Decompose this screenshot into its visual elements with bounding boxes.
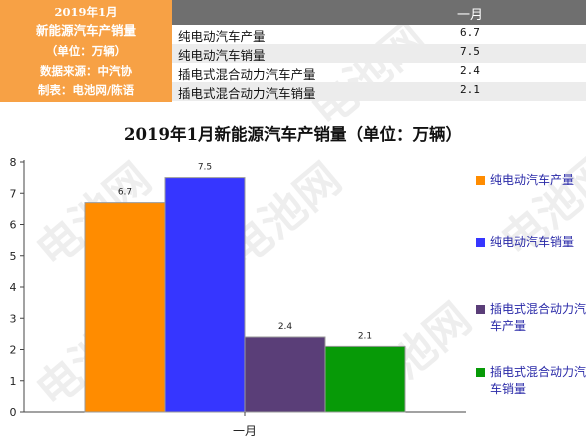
row-name: 插电式混合动力汽车销量 — [178, 86, 316, 101]
info-column-header: 一月 — [172, 0, 586, 25]
y-tick-label: 8 — [10, 156, 17, 169]
y-tick-label: 6 — [10, 219, 17, 232]
info-title: 新能源汽车产销量 — [35, 23, 136, 39]
y-tick-label: 4 — [10, 281, 17, 294]
y-tick-label: 0 — [10, 406, 17, 419]
bar-chart: 0 1 2 3 4 5 6 7 8 6.7 7.5 2.4 2.1 一月 — [10, 156, 466, 438]
table-row: 插电式混合动力汽车销量 2.1 — [172, 82, 586, 101]
legend-label: 插电式混合动力汽车产量 — [490, 302, 586, 333]
table-row: 插电式混合动力汽车产量 2.4 — [172, 63, 586, 82]
legend-swatch — [476, 238, 485, 247]
row-value: 6.7 — [460, 26, 480, 39]
row-value: 2.1 — [460, 83, 480, 96]
data-label: 7.5 — [198, 163, 212, 173]
row-value: 7.5 — [460, 45, 480, 58]
legend-label: 纯电动汽车产量 — [490, 173, 575, 187]
bar-1 — [84, 202, 166, 413]
data-label: 6.7 — [118, 188, 132, 198]
row-name: 插电式混合动力汽车产量 — [178, 67, 316, 82]
y-tick-label: 2 — [10, 344, 17, 357]
row-name: 纯电动汽车销量 — [178, 48, 266, 63]
bar-4 — [324, 345, 406, 413]
info-column-header-label: 一月 — [457, 8, 484, 23]
legend-swatch — [476, 305, 485, 314]
info-rows: 纯电动汽车产量 6.7 纯电动汽车销量 7.5 插电式混合动力汽车产量 2.4 … — [172, 25, 586, 102]
info-author: 制表：电池网/陈语 — [37, 83, 135, 98]
row-value: 2.4 — [460, 64, 480, 77]
y-tick-label: 7 — [10, 187, 17, 200]
info-source: 数据来源：中汽协 — [40, 63, 132, 78]
table-row: 纯电动汽车产量 6.7 — [172, 25, 586, 44]
legend-label: 插电式混合动力汽车销量 — [490, 365, 586, 396]
legend-swatch — [476, 368, 485, 377]
data-label: 2.1 — [358, 331, 372, 341]
info-date: 2019年1月 — [54, 4, 118, 19]
bar-2 — [164, 177, 246, 413]
y-tick-label: 1 — [10, 375, 17, 388]
legend-label: 纯电动汽车销量 — [490, 235, 575, 249]
x-tick-label: 一月 — [233, 424, 257, 438]
table-row: 纯电动汽车销量 7.5 — [172, 44, 586, 63]
data-label: 2.4 — [278, 322, 293, 332]
chart-title: 2019年1月新能源汽车产销量（单位：万辆） — [124, 125, 462, 144]
info-unit: （单位：万辆） — [45, 43, 127, 58]
chart-legend: 纯电动汽车产量 纯电动汽车销量 插电式混合动力汽车产量 插电式混合动力汽车销量 — [472, 168, 586, 418]
info-table: 2019年1月 新能源汽车产销量 （单位：万辆） 数据来源：中汽协 制表：电池网… — [0, 0, 586, 102]
y-tick-label: 5 — [10, 250, 17, 263]
y-tick-label: 3 — [10, 312, 17, 325]
legend-swatch — [476, 176, 485, 185]
row-name: 纯电动汽车产量 — [178, 29, 266, 44]
bar-3 — [244, 336, 326, 413]
info-caption: 2019年1月 新能源汽车产销量 （单位：万辆） 数据来源：中汽协 制表：电池网… — [0, 0, 172, 102]
